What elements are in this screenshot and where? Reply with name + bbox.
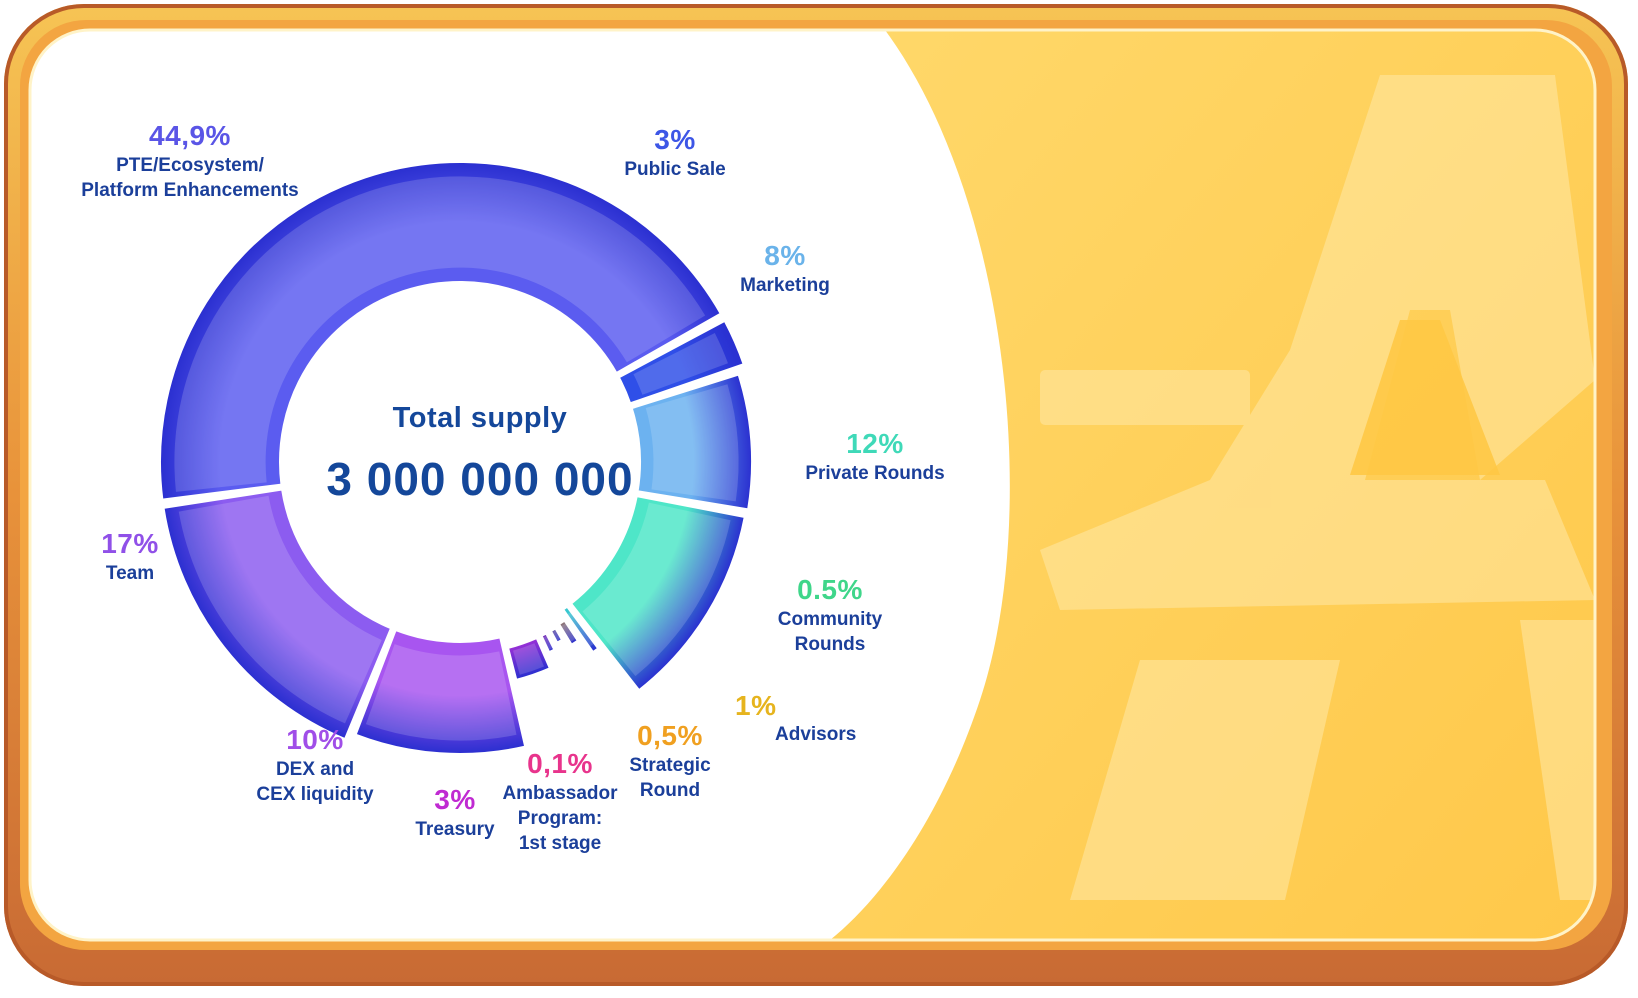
donut-slice-bevel [582, 502, 731, 677]
slice-label: 1%Advisors [705, 690, 856, 747]
donut-slice [569, 494, 746, 692]
slice-name: Team [105, 563, 155, 584]
slice-label: 44,9% PTE/Ecosystem/ Platform Enhancement… [40, 122, 340, 203]
slice-label: 3% Public Sale [595, 126, 755, 182]
slice-percent: 0,1% [527, 748, 593, 779]
slice-name: Strategic Round [629, 755, 711, 801]
slice-name: Ambassador Program: 1st stage [502, 783, 618, 854]
slice-name: DEX and CEX liquidity [256, 759, 374, 805]
slice-name: Private Rounds [805, 463, 945, 484]
donut-slice-bevel [645, 384, 739, 502]
donut-slice-bevel [552, 630, 561, 641]
donut-slice [630, 373, 753, 511]
donut-slice [549, 627, 564, 644]
slice-percent: 1% [735, 690, 777, 721]
slice-percent: 12% [846, 428, 904, 459]
donut-slice [354, 628, 527, 755]
donut-slice-bevel [543, 635, 553, 650]
slice-label: 0.5% Community Rounds [755, 576, 905, 657]
donut-slice [561, 605, 600, 654]
total-supply-value: 3 000 000 000 [326, 453, 634, 505]
frame-outline [4, 4, 1628, 986]
donut-slice [557, 619, 580, 646]
slice-name: Marketing [740, 275, 830, 296]
donut-slice [617, 319, 745, 405]
slice-name: Treasury [415, 819, 495, 840]
slice-label: 10% DEX and CEX liquidity [240, 726, 390, 807]
donut-slice [159, 161, 723, 501]
slice-percent: 0.5% [797, 574, 863, 605]
slice-label: 3% Treasury [395, 786, 515, 842]
slice-percent: 44,9% [149, 120, 231, 151]
slice-percent: 8% [764, 240, 806, 271]
slice-percent: 0,5% [637, 720, 703, 751]
donut-slice-bevel [365, 644, 517, 741]
donut-slice-bevel [561, 623, 576, 642]
slice-percent: 3% [654, 124, 696, 155]
slice-label: 0,5% Strategic Round [610, 722, 730, 803]
center-title: Total supply [392, 402, 568, 434]
slice-name: PTE/Ecosystem/ Platform Enhancements [81, 155, 299, 201]
slice-percent: 10% [286, 724, 344, 755]
donut-slice [162, 488, 393, 741]
slice-label: 8% Marketing [710, 242, 860, 298]
donut-slice [506, 636, 552, 682]
donut-slice [540, 632, 556, 654]
slice-label: 0,1% Ambassador Program: 1st stage [485, 750, 635, 856]
logo-watermark [1040, 75, 1595, 900]
slice-name: Public Sale [624, 159, 726, 180]
slice-label: 12% Private Rounds [790, 430, 960, 486]
slice-name: Community Rounds [777, 609, 883, 655]
donut-slice-bevel [567, 612, 594, 647]
donut-slice-bevel [633, 332, 728, 395]
slice-label: 17% Team [70, 530, 190, 586]
donut-slice-bevel [513, 643, 544, 675]
slice-name: Advisors [775, 722, 856, 747]
donut-slice-bevel [178, 495, 382, 724]
donut-slice-bevel [174, 176, 706, 492]
slice-percent: 3% [434, 784, 476, 815]
slice-percent: 17% [101, 528, 159, 559]
